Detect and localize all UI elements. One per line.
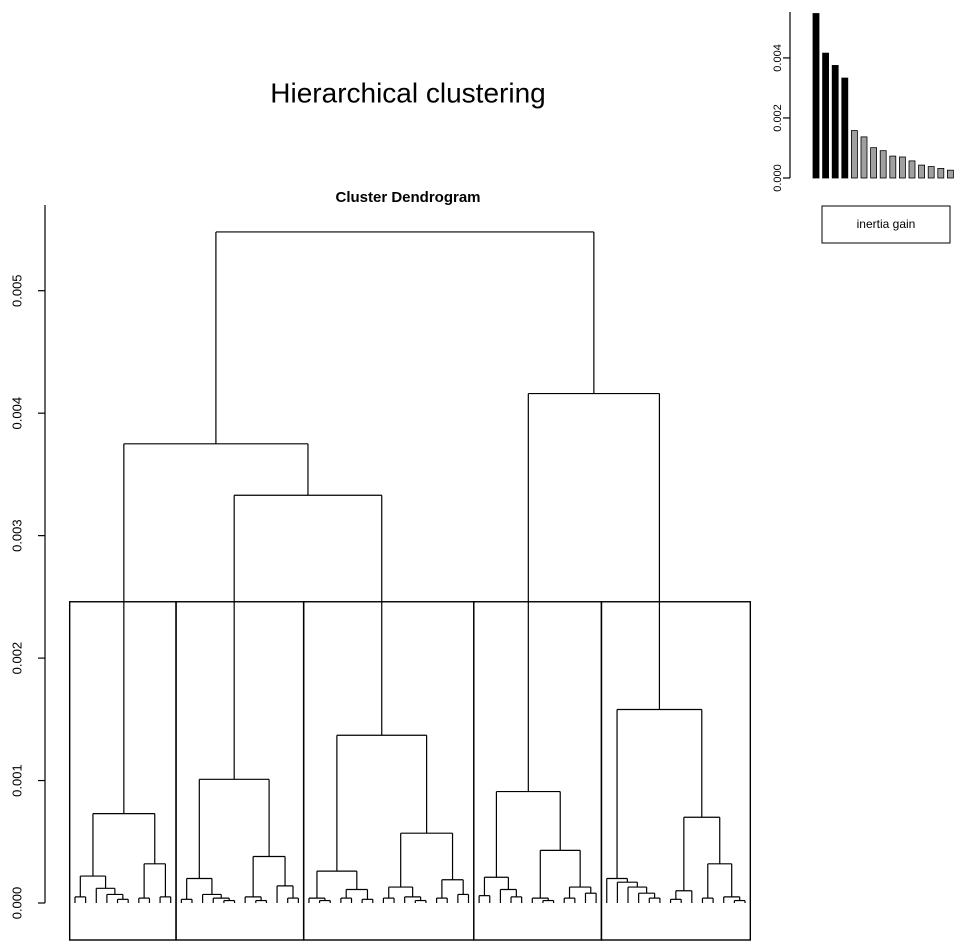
bar bbox=[822, 52, 829, 179]
cluster-box bbox=[473, 601, 603, 941]
chart-subtitle: Cluster Dendrogram bbox=[335, 189, 480, 206]
bar bbox=[937, 167, 945, 179]
bar bbox=[947, 169, 954, 179]
cluster-box bbox=[68, 601, 177, 941]
cluster-box bbox=[175, 601, 305, 941]
chart-title: Hierarchical clustering bbox=[270, 77, 545, 108]
bar bbox=[812, 13, 820, 179]
bar bbox=[927, 166, 935, 179]
bar bbox=[851, 130, 858, 179]
bar bbox=[879, 150, 887, 179]
legend-label: inertia gain bbox=[857, 217, 916, 231]
bar bbox=[860, 136, 868, 179]
bar bbox=[889, 155, 897, 179]
bar bbox=[870, 147, 877, 179]
y-tick-label: 0.003 bbox=[9, 519, 24, 552]
y-tick-label: 0.002 bbox=[772, 104, 784, 132]
y-tick-label: 0.004 bbox=[9, 397, 24, 430]
y-tick-label: 0.000 bbox=[9, 887, 24, 920]
y-tick-label: 0.005 bbox=[9, 274, 24, 307]
bar bbox=[831, 65, 839, 179]
y-tick-label: 0.001 bbox=[9, 764, 24, 797]
bar bbox=[908, 160, 916, 179]
y-tick-label: 0.000 bbox=[772, 164, 784, 192]
y-tick-label: 0.004 bbox=[772, 44, 784, 72]
y-tick-label: 0.002 bbox=[9, 642, 24, 675]
cluster-box bbox=[600, 601, 752, 941]
bar bbox=[841, 77, 849, 179]
bar bbox=[918, 164, 925, 179]
legend-box bbox=[821, 205, 951, 244]
bar bbox=[899, 156, 906, 179]
